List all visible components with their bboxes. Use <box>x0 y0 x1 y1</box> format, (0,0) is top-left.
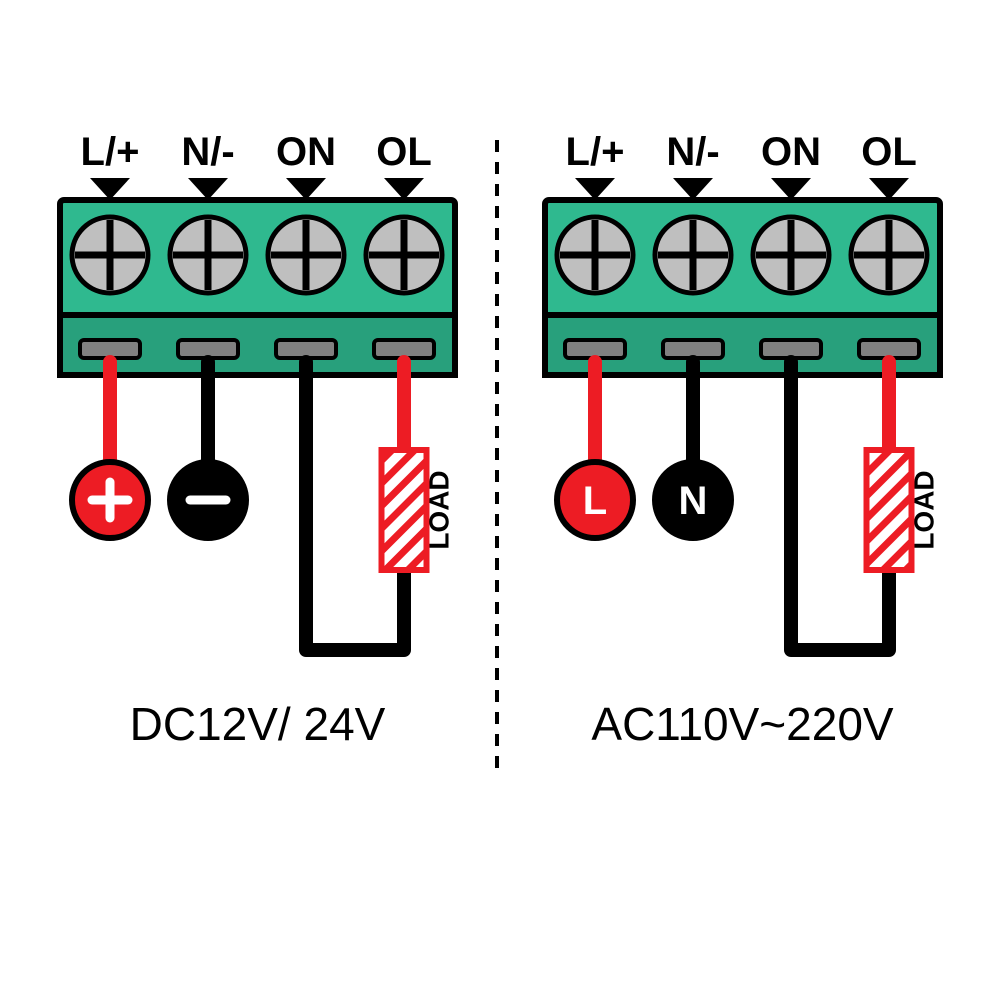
arrow-down-icon <box>771 178 811 200</box>
arrow-down-icon <box>673 178 713 200</box>
load-box <box>867 450 912 570</box>
caption: DC12V/ 24V <box>130 698 386 750</box>
pin-label: L/+ <box>81 130 140 174</box>
arrow-down-icon <box>384 178 424 200</box>
pin-label: N/- <box>181 130 234 174</box>
circle-label: N <box>679 479 708 523</box>
pin-label: OL <box>376 130 432 174</box>
wiring-diagram: L/+ N/- ON OL LOAD DC12V/ 24V L/+ N/- ON OL L N LOAD… <box>0 0 1000 1000</box>
load-label: LOAD <box>424 470 455 549</box>
arrow-down-icon <box>869 178 909 200</box>
pin-label: ON <box>276 130 336 174</box>
arrow-down-icon <box>188 178 228 200</box>
pin-label: OL <box>861 130 917 174</box>
pin-label: L/+ <box>566 130 625 174</box>
arrow-down-icon <box>575 178 615 200</box>
terminal-block-dc: L/+ N/- ON OL LOAD DC12V/ 24V <box>60 130 455 750</box>
load-box <box>382 450 427 570</box>
caption: AC110V~220V <box>591 698 894 750</box>
arrow-down-icon <box>286 178 326 200</box>
circle-label: L <box>583 479 607 523</box>
terminal-block-ac: L/+ N/- ON OL L N LOAD AC110V~220V <box>545 130 940 750</box>
load-label: LOAD <box>909 470 940 549</box>
pin-label: N/- <box>666 130 719 174</box>
pin-label: ON <box>761 130 821 174</box>
arrow-down-icon <box>90 178 130 200</box>
